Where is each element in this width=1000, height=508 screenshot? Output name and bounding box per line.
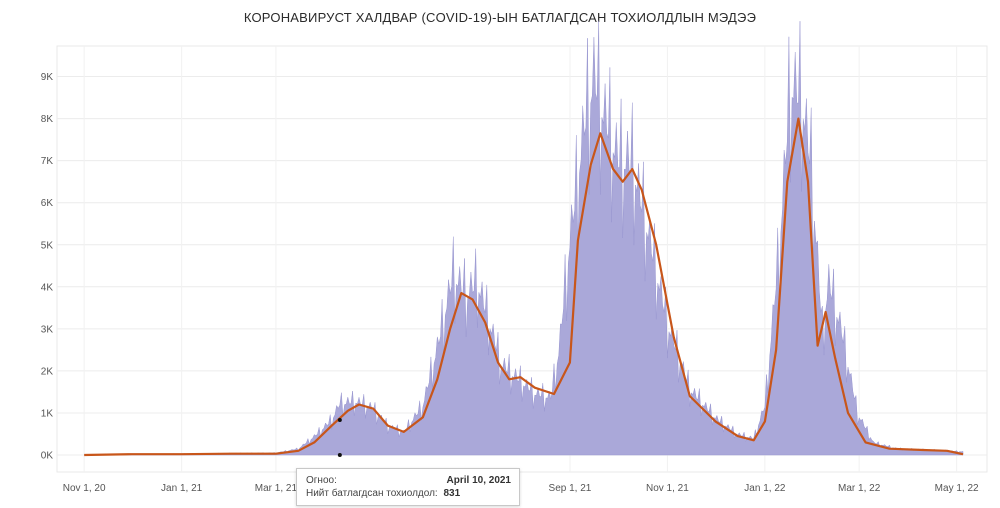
tooltip-cases-row: Нийт батлагдсан тохиолдол: 831 [306,488,511,500]
y-tick-label: 4K [41,282,54,293]
tooltip-date-row: Огноо: April 10, 2021 [306,475,511,487]
page-title: КОРОНАВИРУСТ ХАЛДВАР (COVID-19)-ЫН БАТЛА… [243,10,757,25]
hover-markers [337,418,342,457]
x-tick-label: Mar 1, 22 [838,483,881,494]
y-tick-label: 7K [41,156,54,167]
y-tick-label: 2K [41,366,54,377]
y-tick-label: 6K [41,198,54,209]
tooltip-cases-value: 831 [443,488,461,499]
hover-marker [337,418,342,423]
x-tick-label: Jan 1, 22 [744,483,786,494]
y-tick-label: 0K [41,451,54,462]
daily-cases-area [84,20,964,456]
tooltip: Огноо: April 10, 2021 Нийт батлагдсан то… [296,468,520,506]
y-tick-label: 9K [41,72,54,83]
y-tick-label: 5K [41,240,54,251]
x-tick-label: Sep 1, 21 [549,483,592,494]
tooltip-cases-label: Нийт батлагдсан тохиолдол: [306,488,438,499]
x-axis-labels: Nov 1, 20 Jan 1, 21 Mar 1, 21 Sep 1, 21 Nov … [63,483,979,494]
y-tick-label: 8K [41,114,54,125]
moving-average-line [84,117,964,457]
y-tick-label: 3K [41,324,54,335]
plot-frame [56,45,988,473]
x-tick-label: May 1, 22 [935,483,979,494]
y-tick-label: 1K [41,408,54,419]
x-tick-label: Jan 1, 21 [161,483,203,494]
y-axis-labels: 0K 1K 2K 3K 4K 5K 6K 7K 8K 9K [41,72,54,461]
x-tick-label: Mar 1, 21 [255,483,298,494]
x-tick-label: Nov 1, 21 [646,483,689,494]
hover-marker [337,453,342,457]
tooltip-date-value: April 10, 2021 [446,475,511,486]
tooltip-date-label: Огноо: [306,475,337,486]
x-tick-label: Nov 1, 20 [63,483,106,494]
